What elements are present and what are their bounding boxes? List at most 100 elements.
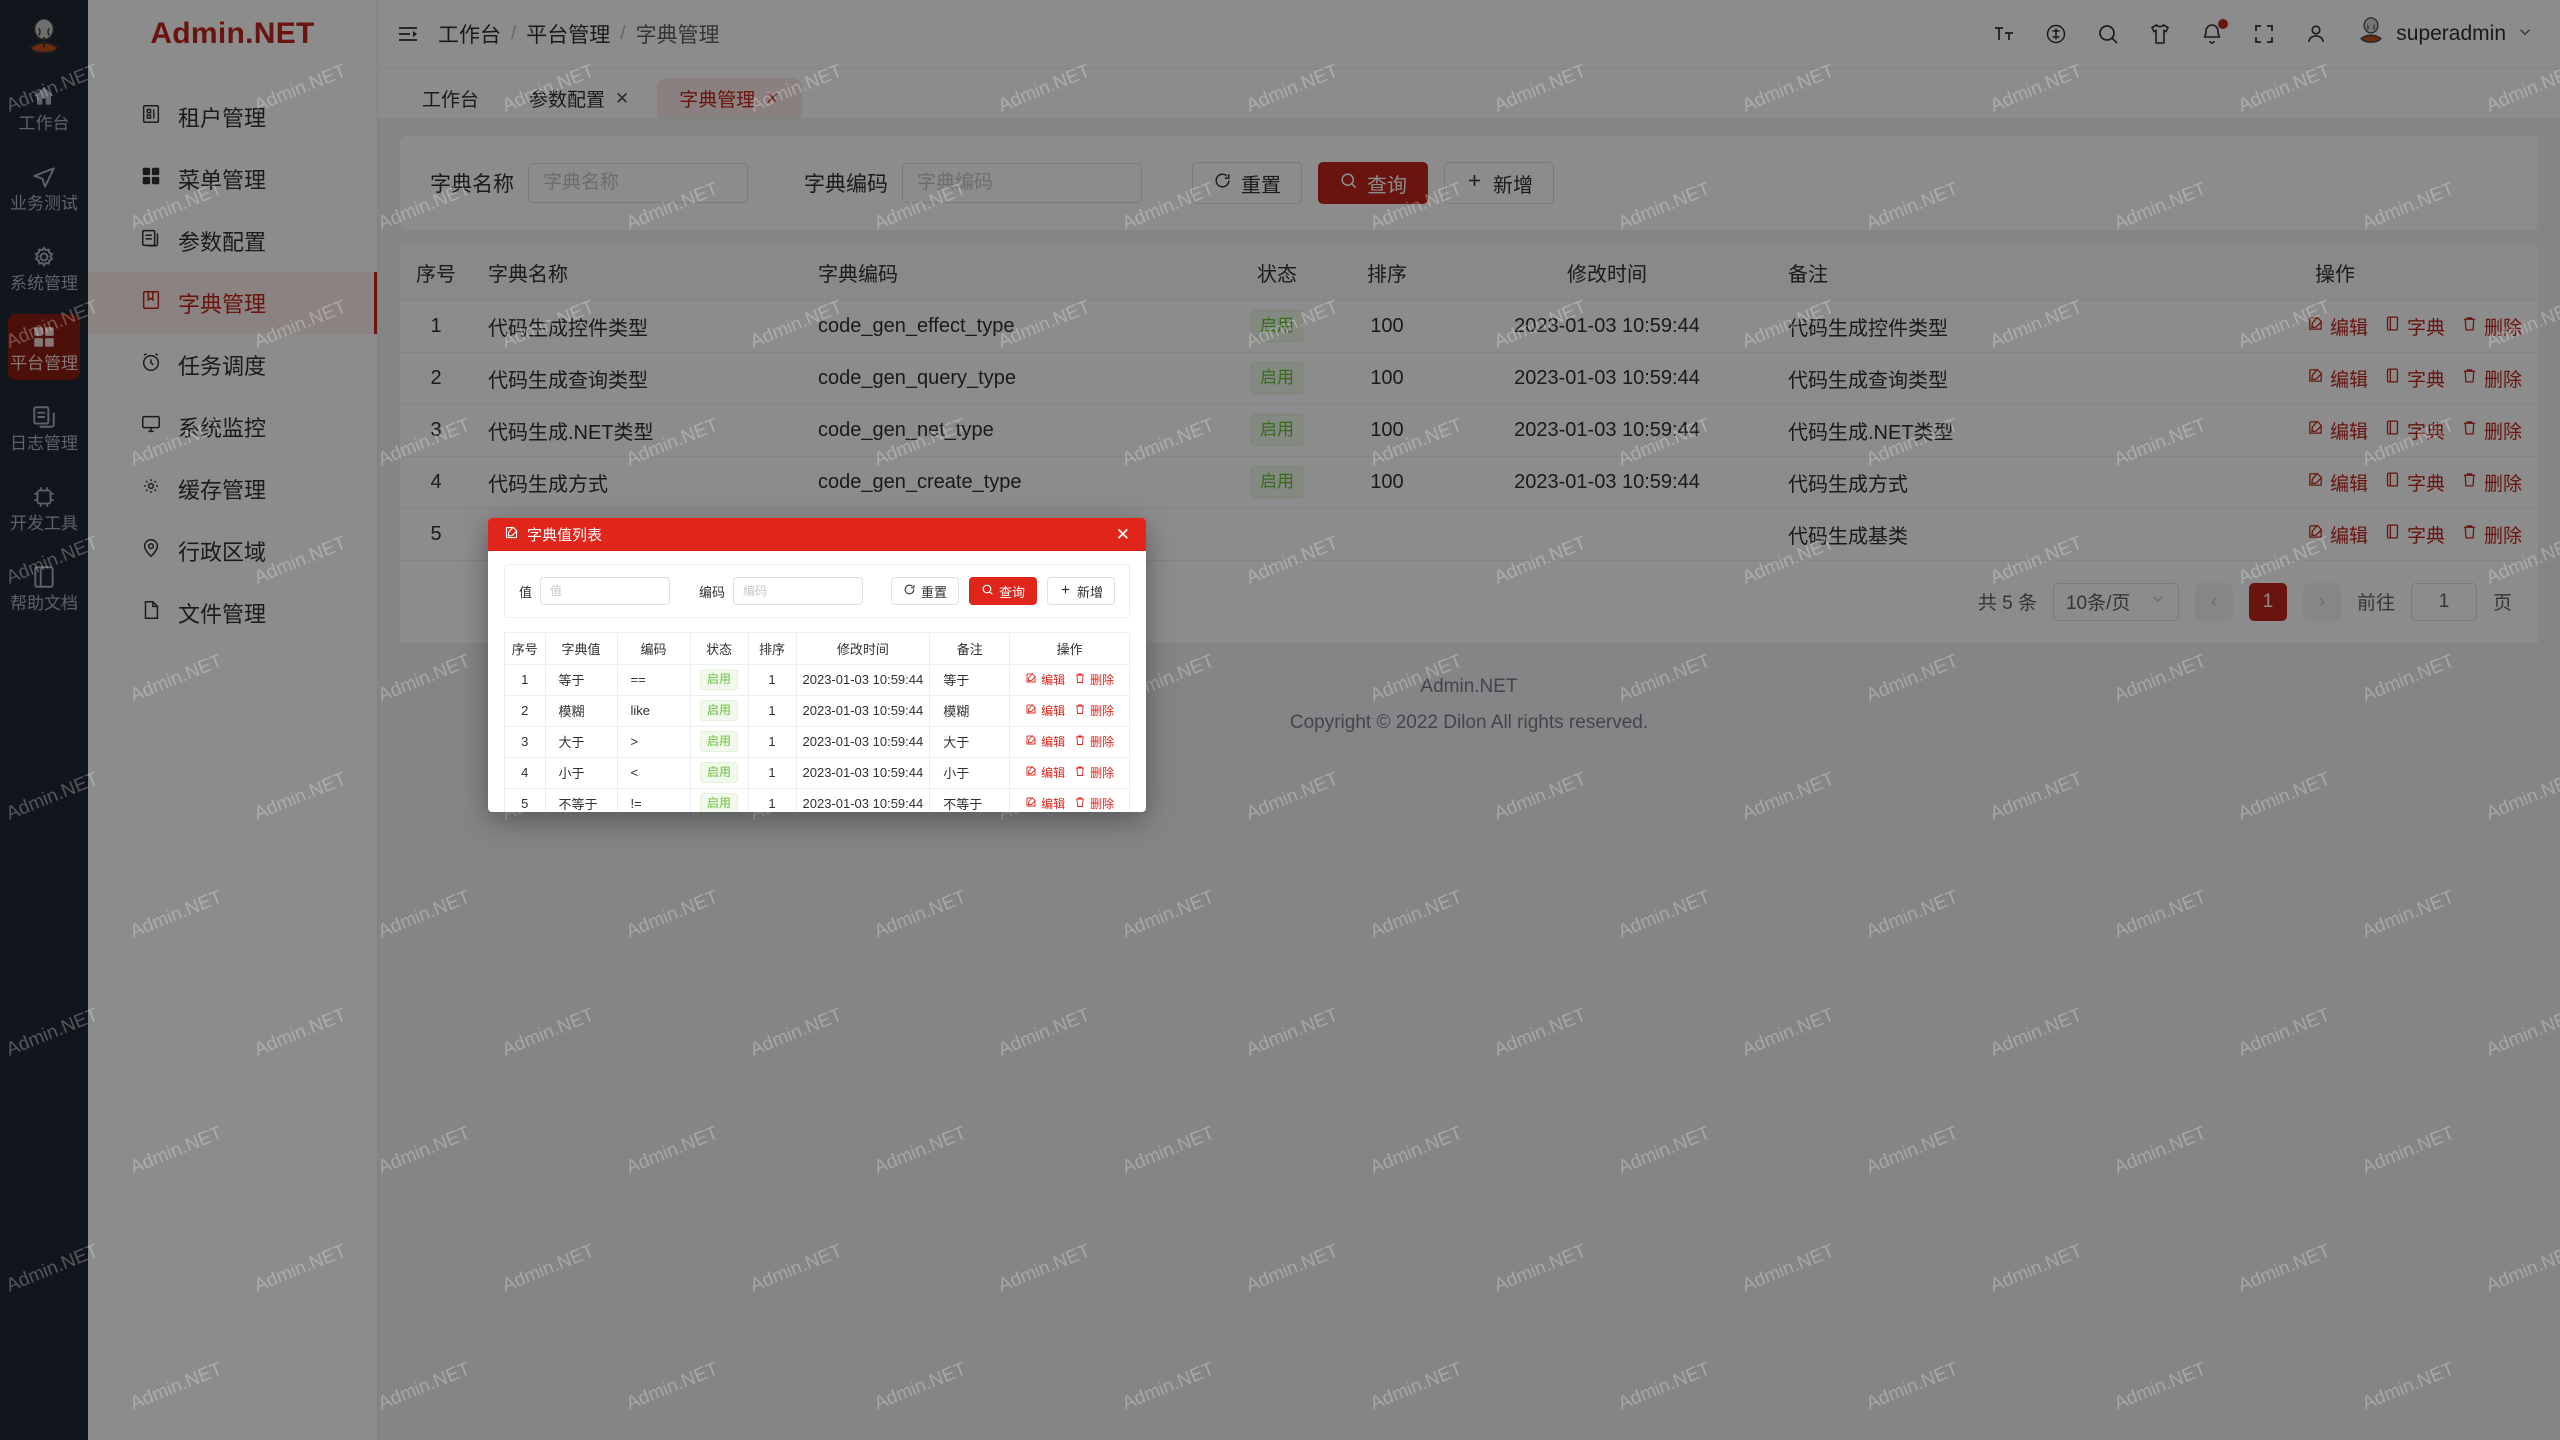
rail-item-log-management[interactable]: 日志管理	[8, 394, 80, 460]
theme-icon[interactable]	[2148, 22, 2172, 46]
rail-item-help-docs[interactable]: 帮助文档	[8, 554, 80, 620]
sidebar-item-task-schedule[interactable]: 任务调度	[88, 334, 377, 396]
user-menu[interactable]: superadmin	[2356, 16, 2534, 52]
edit-action[interactable]: 编辑	[2307, 469, 2368, 496]
dict-code-input[interactable]	[902, 163, 1142, 203]
sidebar-item-param-config[interactable]: 参数配置	[88, 210, 377, 272]
dict-action[interactable]: 字典	[2384, 417, 2445, 444]
next-page-button[interactable]: ›	[2302, 582, 2341, 621]
home-icon	[31, 84, 57, 110]
delete-action[interactable]: 删除	[1074, 795, 1114, 812]
edit-icon	[2307, 471, 2324, 494]
cell-index: 2	[505, 695, 546, 727]
sidebar-item-dict-management[interactable]: 字典管理	[88, 272, 377, 334]
notification-bell-icon[interactable]	[2200, 19, 2229, 46]
modal-code-input[interactable]	[732, 577, 863, 605]
edit-action[interactable]: 编辑	[2307, 417, 2368, 444]
sidebar-item-system-monitor[interactable]: 系统监控	[88, 396, 377, 458]
refresh-icon	[1213, 171, 1232, 196]
cell-value: 小于	[545, 757, 618, 789]
sidebar-item-cache-management[interactable]: 缓存管理	[88, 458, 377, 520]
breadcrumb-item-1[interactable]: 工作台	[438, 24, 501, 47]
search-icon[interactable]	[2096, 22, 2120, 46]
cell-name: 代码生成.NET类型	[472, 404, 802, 457]
tab-dict-management[interactable]: 字典管理 ✕	[657, 78, 802, 118]
edit-action[interactable]: 编辑	[1025, 671, 1065, 688]
table-row[interactable]: 1 代码生成控件类型 code_gen_effect_type 启用 100 2023-0…	[400, 300, 2538, 353]
close-icon[interactable]: ✕	[615, 88, 630, 108]
dict-action[interactable]: 字典	[2384, 313, 2445, 340]
sidebar-item-file-management[interactable]: 文件管理	[88, 582, 377, 644]
rail-item-label: 业务测试	[10, 194, 78, 213]
table-row[interactable]: 4 代码生成方式 code_gen_create_type 启用 100 2023-01-…	[400, 456, 2538, 509]
dict-action[interactable]: 字典	[2384, 521, 2445, 548]
breadcrumb: 工作台 / 平台管理 / 字典管理	[438, 19, 720, 49]
modal-table-row[interactable]: 5 不等于 != 启用 1 2023-01-03 10:59:44 不等于 编辑 删除	[505, 788, 1129, 812]
dict-action[interactable]: 字典	[2384, 469, 2445, 496]
sidebar-item-administrative-region[interactable]: 行政区域	[88, 520, 377, 582]
breadcrumb-item-2[interactable]: 平台管理	[526, 24, 611, 47]
dict-action[interactable]: 字典	[2384, 365, 2445, 392]
query-button[interactable]: 查询	[1318, 162, 1428, 204]
close-icon[interactable]: ✕	[765, 88, 780, 108]
col-code: 字典编码	[802, 246, 1222, 301]
delete-action[interactable]: 删除	[2461, 521, 2522, 548]
modal-query-button[interactable]: 查询	[968, 577, 1037, 605]
rail-item-system-management[interactable]: 系统管理	[8, 234, 80, 300]
sidebar-item-tenant[interactable]: 租户管理	[88, 86, 377, 148]
delete-action[interactable]: 删除	[2461, 313, 2522, 340]
tab-param-config[interactable]: 参数配置 ✕	[507, 78, 651, 118]
modal-value-input[interactable]	[540, 577, 671, 605]
add-button[interactable]: 新增	[1444, 162, 1554, 204]
delete-action[interactable]: 删除	[2461, 417, 2522, 444]
table-row[interactable]: 2 代码生成查询类型 code_gen_query_type 启用 100 2023-01…	[400, 352, 2538, 405]
rail-item-platform-management[interactable]: 平台管理	[8, 314, 80, 380]
jump-page-input[interactable]	[2410, 582, 2477, 621]
delete-action[interactable]: 删除	[2461, 469, 2522, 496]
prev-page-button[interactable]: ‹	[2194, 582, 2233, 621]
delete-action[interactable]: 删除	[2461, 365, 2522, 392]
fullscreen-icon[interactable]	[2252, 22, 2276, 46]
modal-table-row[interactable]: 1 等于 == 启用 1 2023-01-03 10:59:44 等于 编辑 删除	[505, 664, 1129, 696]
edit-action[interactable]: 编辑	[1025, 702, 1065, 719]
rail-item-dev-tools[interactable]: 开发工具	[8, 474, 80, 540]
page-number-1[interactable]: 1	[2248, 582, 2287, 621]
rail-item-business-test[interactable]: 业务测试	[8, 154, 80, 220]
edit-action[interactable]: 编辑	[2307, 313, 2368, 340]
rail-item-workbench[interactable]: 工作台	[8, 74, 80, 140]
delete-action[interactable]: 删除	[1074, 671, 1114, 688]
close-icon[interactable]: ✕	[1115, 525, 1130, 544]
delete-action[interactable]: 删除	[1074, 764, 1114, 781]
modal-title-label: 字典值列表	[527, 527, 603, 544]
cell-operation: 编辑 字典 删除	[2132, 508, 2538, 561]
menu-fold-icon[interactable]	[396, 22, 420, 46]
dict-name-input[interactable]	[528, 163, 748, 203]
modal-table-row[interactable]: 2 模糊 like 启用 1 2023-01-03 10:59:44 模糊 编辑 删除	[505, 695, 1129, 727]
dict-value-modal: 字典值列表 ✕ 值 编码	[488, 518, 1146, 812]
jump-label: 前往	[2356, 593, 2395, 614]
language-icon[interactable]	[2044, 22, 2068, 46]
edit-action[interactable]: 编辑	[2307, 365, 2368, 392]
reset-button[interactable]: 重置	[1192, 162, 1302, 204]
status-badge: 启用	[1251, 414, 1303, 446]
cell-code: code_gen_create_type	[802, 456, 1222, 509]
edit-action[interactable]: 编辑	[1025, 764, 1065, 781]
modal-add-button[interactable]: 新增	[1046, 577, 1115, 605]
delete-action[interactable]: 删除	[1074, 733, 1114, 750]
modal-table-row[interactable]: 4 小于 < 启用 1 2023-01-03 10:59:44 小于 编辑 删除	[505, 757, 1129, 789]
table-row[interactable]: 3 代码生成.NET类型 code_gen_net_type 启用 100 2023-01…	[400, 404, 2538, 457]
delete-action[interactable]: 删除	[1074, 702, 1114, 719]
sidebar-item-menu[interactable]: 菜单管理	[88, 148, 377, 210]
row-actions: 编辑 删除	[1016, 702, 1123, 719]
user-icon[interactable]	[2304, 22, 2328, 46]
modal-table-row[interactable]: 3 大于 > 启用 1 2023-01-03 10:59:44 大于 编辑 删除	[505, 726, 1129, 758]
edit-action[interactable]: 编辑	[1025, 795, 1065, 812]
modal-reset-button[interactable]: 重置	[890, 577, 959, 605]
edit-action[interactable]: 编辑	[2307, 521, 2368, 548]
cell-index: 3	[400, 404, 472, 457]
font-size-icon[interactable]	[1992, 22, 2016, 46]
edit-action[interactable]: 编辑	[1025, 733, 1065, 750]
page-size-select[interactable]: 10条/页	[2052, 582, 2179, 621]
tab-workbench[interactable]: 工作台	[400, 78, 501, 118]
